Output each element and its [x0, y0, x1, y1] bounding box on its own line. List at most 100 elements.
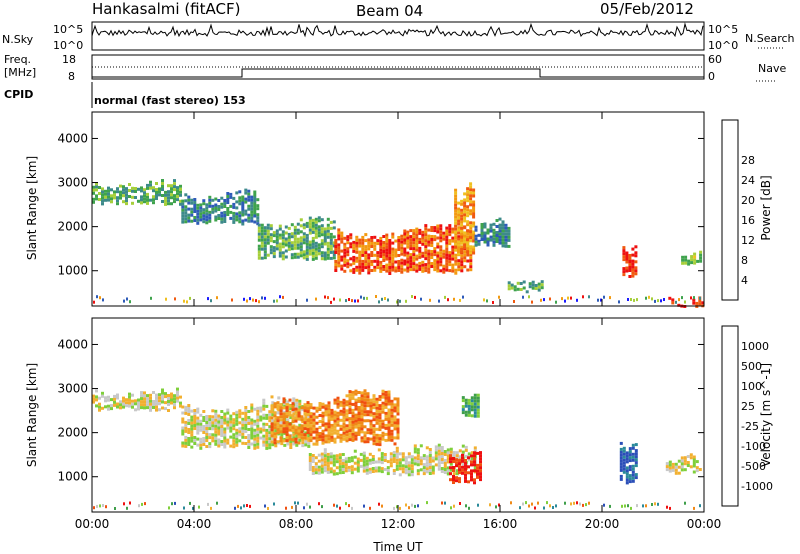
range-cell	[287, 241, 291, 245]
range-cell	[366, 404, 370, 408]
range-cell	[337, 231, 341, 235]
range-cell	[323, 454, 327, 458]
range-cell	[146, 186, 149, 190]
range-cell	[671, 301, 675, 305]
range-cell	[376, 251, 380, 255]
range-cell	[470, 463, 473, 467]
range-cell	[457, 240, 461, 244]
range-cell	[345, 415, 349, 419]
range-cell	[454, 268, 458, 272]
velocity-x-ticks	[91, 318, 705, 512]
range-cell	[489, 226, 493, 230]
range-cell	[309, 403, 313, 407]
range-cell	[350, 471, 354, 475]
range-cell	[388, 254, 392, 257]
range-cell	[348, 402, 352, 406]
range-cell	[479, 454, 482, 458]
range-cell	[352, 261, 356, 265]
range-cell	[385, 254, 389, 258]
range-cell	[179, 404, 182, 408]
colorbar-tick-label: -25	[741, 420, 759, 433]
range-cell	[467, 398, 471, 402]
range-cell	[298, 423, 302, 427]
range-cell	[184, 214, 188, 218]
range-cell	[262, 416, 266, 420]
range-cell	[534, 284, 538, 287]
range-cell	[370, 254, 374, 257]
range-cell	[452, 466, 455, 469]
range-cell	[123, 299, 125, 303]
range-cell	[293, 225, 297, 229]
range-cell	[446, 451, 450, 455]
range-cell	[359, 464, 363, 468]
range-cell	[339, 400, 343, 404]
range-cell	[262, 440, 266, 444]
range-cell	[250, 406, 254, 410]
range-cell	[122, 399, 125, 403]
range-cell	[407, 464, 411, 468]
range-cell	[412, 256, 416, 260]
range-cell	[340, 249, 344, 253]
range-cell	[294, 440, 298, 444]
range-cell	[327, 404, 331, 408]
range-cell	[193, 415, 197, 418]
range-cell	[345, 430, 349, 434]
range-cell	[391, 241, 395, 245]
range-cell	[540, 283, 544, 287]
nsearch-label: N.Search	[745, 32, 795, 45]
range-cell	[299, 218, 303, 222]
range-cell	[474, 240, 478, 244]
range-cell	[247, 207, 251, 211]
range-cell	[677, 471, 681, 475]
range-cell	[363, 401, 367, 405]
range-cell	[677, 465, 681, 469]
range-cell	[477, 233, 481, 237]
range-cell	[416, 454, 420, 458]
range-cell	[648, 295, 650, 299]
range-cell	[214, 436, 218, 440]
range-cell	[205, 427, 209, 430]
range-cell	[469, 197, 473, 201]
range-cell	[244, 415, 248, 418]
range-cell	[699, 504, 701, 508]
range-cell	[362, 466, 366, 470]
range-cell	[323, 230, 327, 234]
range-cell	[403, 235, 407, 239]
range-cell	[455, 479, 458, 483]
range-cell	[301, 438, 305, 442]
range-cell	[507, 244, 511, 248]
range-cell	[433, 268, 437, 272]
beam-title: Beam 04	[356, 2, 423, 20]
range-cell	[403, 253, 407, 257]
range-cell	[437, 455, 441, 459]
range-cell	[628, 447, 632, 451]
range-cell	[445, 250, 449, 254]
range-cell	[114, 507, 116, 510]
range-cell	[510, 501, 512, 505]
range-cell	[516, 281, 520, 285]
range-cell	[398, 473, 402, 477]
range-cell	[173, 406, 176, 410]
range-cell	[217, 208, 221, 211]
range-cell	[190, 439, 194, 443]
range-cell	[372, 397, 376, 401]
range-cell	[472, 221, 476, 225]
range-cell	[427, 243, 431, 247]
range-cell	[680, 456, 684, 460]
range-cell	[247, 410, 251, 413]
range-cell	[486, 231, 490, 235]
range-cell	[446, 466, 450, 470]
range-cell	[466, 250, 470, 254]
range-cell	[543, 506, 545, 510]
range-cell	[430, 265, 434, 268]
range-cell	[170, 398, 173, 402]
range-cell	[421, 269, 425, 273]
range-cell	[303, 406, 307, 410]
range-cell	[223, 202, 227, 205]
range-cell	[193, 424, 197, 427]
range-cell	[501, 229, 505, 233]
range-cell	[334, 263, 338, 266]
range-cell	[232, 424, 236, 428]
range-cell	[282, 400, 286, 404]
range-cell	[377, 466, 381, 470]
